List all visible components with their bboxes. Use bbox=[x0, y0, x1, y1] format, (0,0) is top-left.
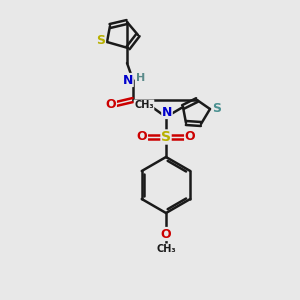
Text: H: H bbox=[136, 73, 146, 83]
Text: CH₃: CH₃ bbox=[156, 244, 176, 254]
Text: O: O bbox=[185, 130, 195, 143]
Text: CH₃: CH₃ bbox=[134, 100, 154, 110]
Text: O: O bbox=[137, 130, 147, 143]
Text: S: S bbox=[161, 130, 171, 144]
Text: O: O bbox=[161, 227, 171, 241]
Text: S: S bbox=[97, 34, 106, 47]
Text: S: S bbox=[212, 101, 221, 115]
Text: N: N bbox=[123, 74, 133, 86]
Text: N: N bbox=[162, 106, 172, 118]
Text: O: O bbox=[106, 98, 116, 110]
